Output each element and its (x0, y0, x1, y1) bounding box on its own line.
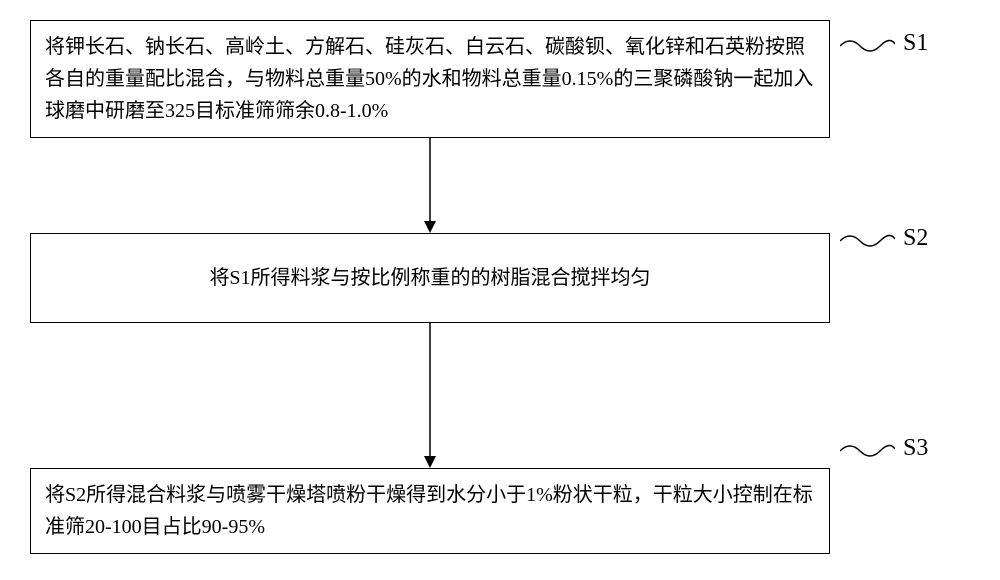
step-text-s2: 将S1所得料浆与按比例称重的的树脂混合搅拌均匀 (209, 267, 650, 289)
arrow-s2-s3 (30, 323, 830, 468)
label-group-s1: S1 (840, 30, 928, 57)
connector-squiggle-icon (840, 229, 895, 249)
step-box-s2: 将S1所得料浆与按比例称重的的树脂混合搅拌均匀 (30, 233, 830, 323)
step-text-s3: 将S2所得混合料浆与喷雾干燥塔喷粉干燥得到水分小于1%粉状干粒，干粒大小控制在标… (45, 484, 813, 538)
arrow-icon (420, 138, 440, 233)
step-label-s2: S2 (903, 225, 928, 252)
connector-squiggle-icon (840, 34, 895, 54)
step-text-s1: 将钾长石、钠长石、高岭土、方解石、硅灰石、白云石、碳酸钡、氧化锌和石英粉按照各自… (45, 36, 813, 122)
arrow-s1-s2 (30, 138, 830, 233)
step-box-s1: 将钾长石、钠长石、高岭土、方解石、硅灰石、白云石、碳酸钡、氧化锌和石英粉按照各自… (30, 20, 830, 138)
step-label-s1: S1 (903, 30, 928, 57)
connector-squiggle-icon (840, 439, 895, 459)
step-box-s3: 将S2所得混合料浆与喷雾干燥塔喷粉干燥得到水分小于1%粉状干粒，干粒大小控制在标… (30, 468, 830, 554)
flowchart-container: 将钾长石、钠长石、高岭土、方解石、硅灰石、白云石、碳酸钡、氧化锌和石英粉按照各自… (30, 20, 970, 554)
label-group-s2: S2 (840, 225, 928, 252)
step-label-s3: S3 (903, 435, 928, 462)
label-group-s3: S3 (840, 435, 928, 462)
arrow-icon (420, 323, 440, 468)
